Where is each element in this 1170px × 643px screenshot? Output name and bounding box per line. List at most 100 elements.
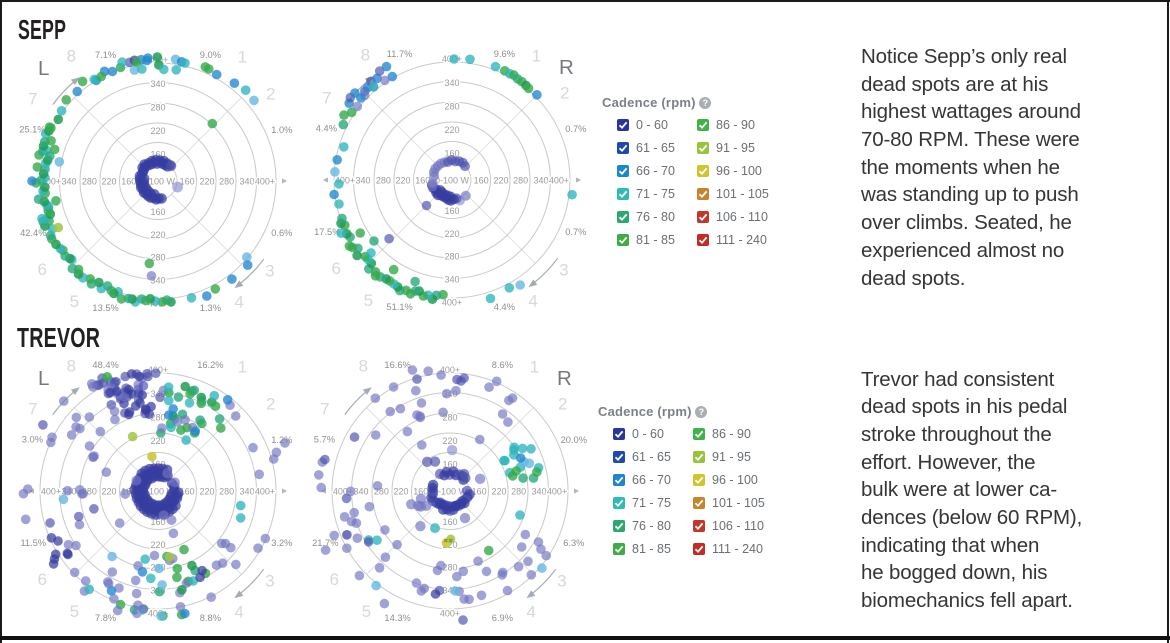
svg-text:R: R: [559, 56, 574, 79]
svg-text:1.3%: 1.3%: [200, 303, 221, 313]
svg-text:280: 280: [150, 103, 165, 113]
svg-text:340: 340: [353, 487, 368, 497]
svg-text:280: 280: [219, 487, 234, 497]
svg-text:220: 220: [493, 176, 508, 186]
svg-text:4: 4: [528, 292, 537, 311]
svg-text:220: 220: [101, 177, 116, 187]
svg-text:160: 160: [472, 487, 487, 497]
svg-text:0-100 W: 0-100 W: [433, 487, 468, 497]
svg-text:6: 6: [331, 259, 340, 278]
svg-text:4: 4: [234, 603, 243, 622]
svg-text:17.5%: 17.5%: [314, 227, 340, 237]
svg-text:6: 6: [37, 260, 46, 279]
svg-text:7: 7: [322, 89, 331, 108]
svg-text:2: 2: [266, 395, 275, 414]
svg-text:11.5%: 11.5%: [20, 538, 46, 548]
svg-text:160: 160: [413, 487, 428, 497]
svg-text:400+: 400+: [547, 487, 567, 497]
svg-text:220: 220: [395, 176, 410, 186]
svg-text:3: 3: [265, 262, 274, 281]
svg-text:160: 160: [444, 206, 459, 216]
svg-text:3.0%: 3.0%: [22, 435, 43, 445]
svg-text:220: 220: [491, 487, 506, 497]
svg-text:6.9%: 6.9%: [492, 613, 513, 623]
svg-text:1: 1: [238, 47, 247, 66]
svg-text:160: 160: [442, 517, 457, 527]
svg-text:400+: 400+: [440, 609, 460, 619]
svg-text:5.7%: 5.7%: [314, 435, 335, 445]
svg-text:4: 4: [234, 293, 243, 312]
svg-text:5: 5: [70, 292, 79, 311]
svg-text:340: 340: [239, 177, 254, 187]
svg-text:340: 340: [533, 176, 548, 186]
svg-text:0.6%: 0.6%: [271, 228, 292, 238]
svg-text:0-100 W: 0-100 W: [435, 176, 470, 186]
svg-text:8: 8: [361, 45, 370, 64]
svg-text:7: 7: [320, 400, 329, 419]
svg-text:220: 220: [444, 229, 459, 239]
svg-text:220: 220: [199, 177, 214, 187]
svg-text:280: 280: [150, 253, 165, 263]
svg-text:8.8%: 8.8%: [200, 613, 221, 623]
svg-text:R: R: [557, 367, 572, 390]
svg-text:6.3%: 6.3%: [563, 538, 584, 548]
svg-text:8: 8: [67, 356, 76, 375]
svg-text:3: 3: [559, 261, 568, 280]
svg-text:220: 220: [393, 487, 408, 497]
svg-text:20.0%: 20.0%: [561, 435, 587, 445]
svg-text:280: 280: [444, 252, 459, 262]
svg-text:280: 280: [444, 102, 459, 112]
svg-text:11.7%: 11.7%: [387, 49, 413, 59]
svg-text:0.7%: 0.7%: [565, 124, 586, 134]
svg-text:280: 280: [219, 177, 234, 187]
svg-text:4: 4: [526, 603, 535, 622]
svg-text:220: 220: [442, 436, 457, 446]
svg-text:14.3%: 14.3%: [384, 613, 410, 623]
svg-text:42.4%: 42.4%: [20, 228, 46, 238]
svg-text:3: 3: [557, 572, 566, 591]
svg-text:400+: 400+: [549, 176, 569, 186]
svg-text:9.0%: 9.0%: [200, 50, 221, 60]
svg-text:160: 160: [150, 207, 165, 217]
svg-text:1.0%: 1.0%: [271, 125, 292, 135]
svg-text:220: 220: [150, 230, 165, 240]
svg-text:7: 7: [28, 90, 37, 109]
svg-text:7.1%: 7.1%: [95, 50, 116, 60]
svg-text:7.8%: 7.8%: [95, 613, 116, 623]
svg-text:L: L: [38, 367, 49, 390]
svg-text:0.7%: 0.7%: [565, 227, 586, 237]
svg-text:4.4%: 4.4%: [316, 124, 337, 134]
svg-text:21.7%: 21.7%: [312, 538, 338, 548]
svg-text:6: 6: [37, 570, 46, 589]
svg-text:6: 6: [329, 570, 338, 589]
svg-text:1: 1: [238, 357, 247, 376]
svg-text:340: 340: [150, 79, 165, 89]
svg-text:3.2%: 3.2%: [271, 538, 292, 548]
svg-text:220: 220: [101, 487, 116, 497]
svg-text:2: 2: [558, 395, 567, 414]
svg-text:220: 220: [199, 487, 214, 497]
svg-text:51.1%: 51.1%: [386, 302, 412, 312]
svg-text:7: 7: [28, 400, 37, 419]
svg-text:400+: 400+: [255, 177, 275, 187]
svg-text:2: 2: [560, 84, 569, 103]
svg-text:13.5%: 13.5%: [92, 303, 118, 313]
svg-text:25.1%: 25.1%: [19, 125, 45, 135]
svg-text:2: 2: [266, 85, 275, 104]
svg-text:280: 280: [376, 176, 391, 186]
svg-text:220: 220: [150, 540, 165, 550]
svg-text:400+: 400+: [255, 487, 275, 497]
svg-text:400+: 400+: [442, 298, 462, 308]
svg-text:340: 340: [531, 487, 546, 497]
svg-text:8: 8: [359, 356, 368, 375]
svg-text:9.6%: 9.6%: [494, 49, 515, 59]
svg-text:8: 8: [67, 46, 76, 65]
svg-text:48.4%: 48.4%: [92, 360, 118, 370]
svg-text:160: 160: [180, 177, 195, 187]
svg-text:160: 160: [474, 176, 489, 186]
svg-text:16.6%: 16.6%: [384, 360, 410, 370]
svg-text:5: 5: [70, 602, 79, 621]
svg-text:220: 220: [150, 436, 165, 446]
svg-text:280: 280: [82, 177, 97, 187]
svg-text:340: 340: [355, 176, 370, 186]
